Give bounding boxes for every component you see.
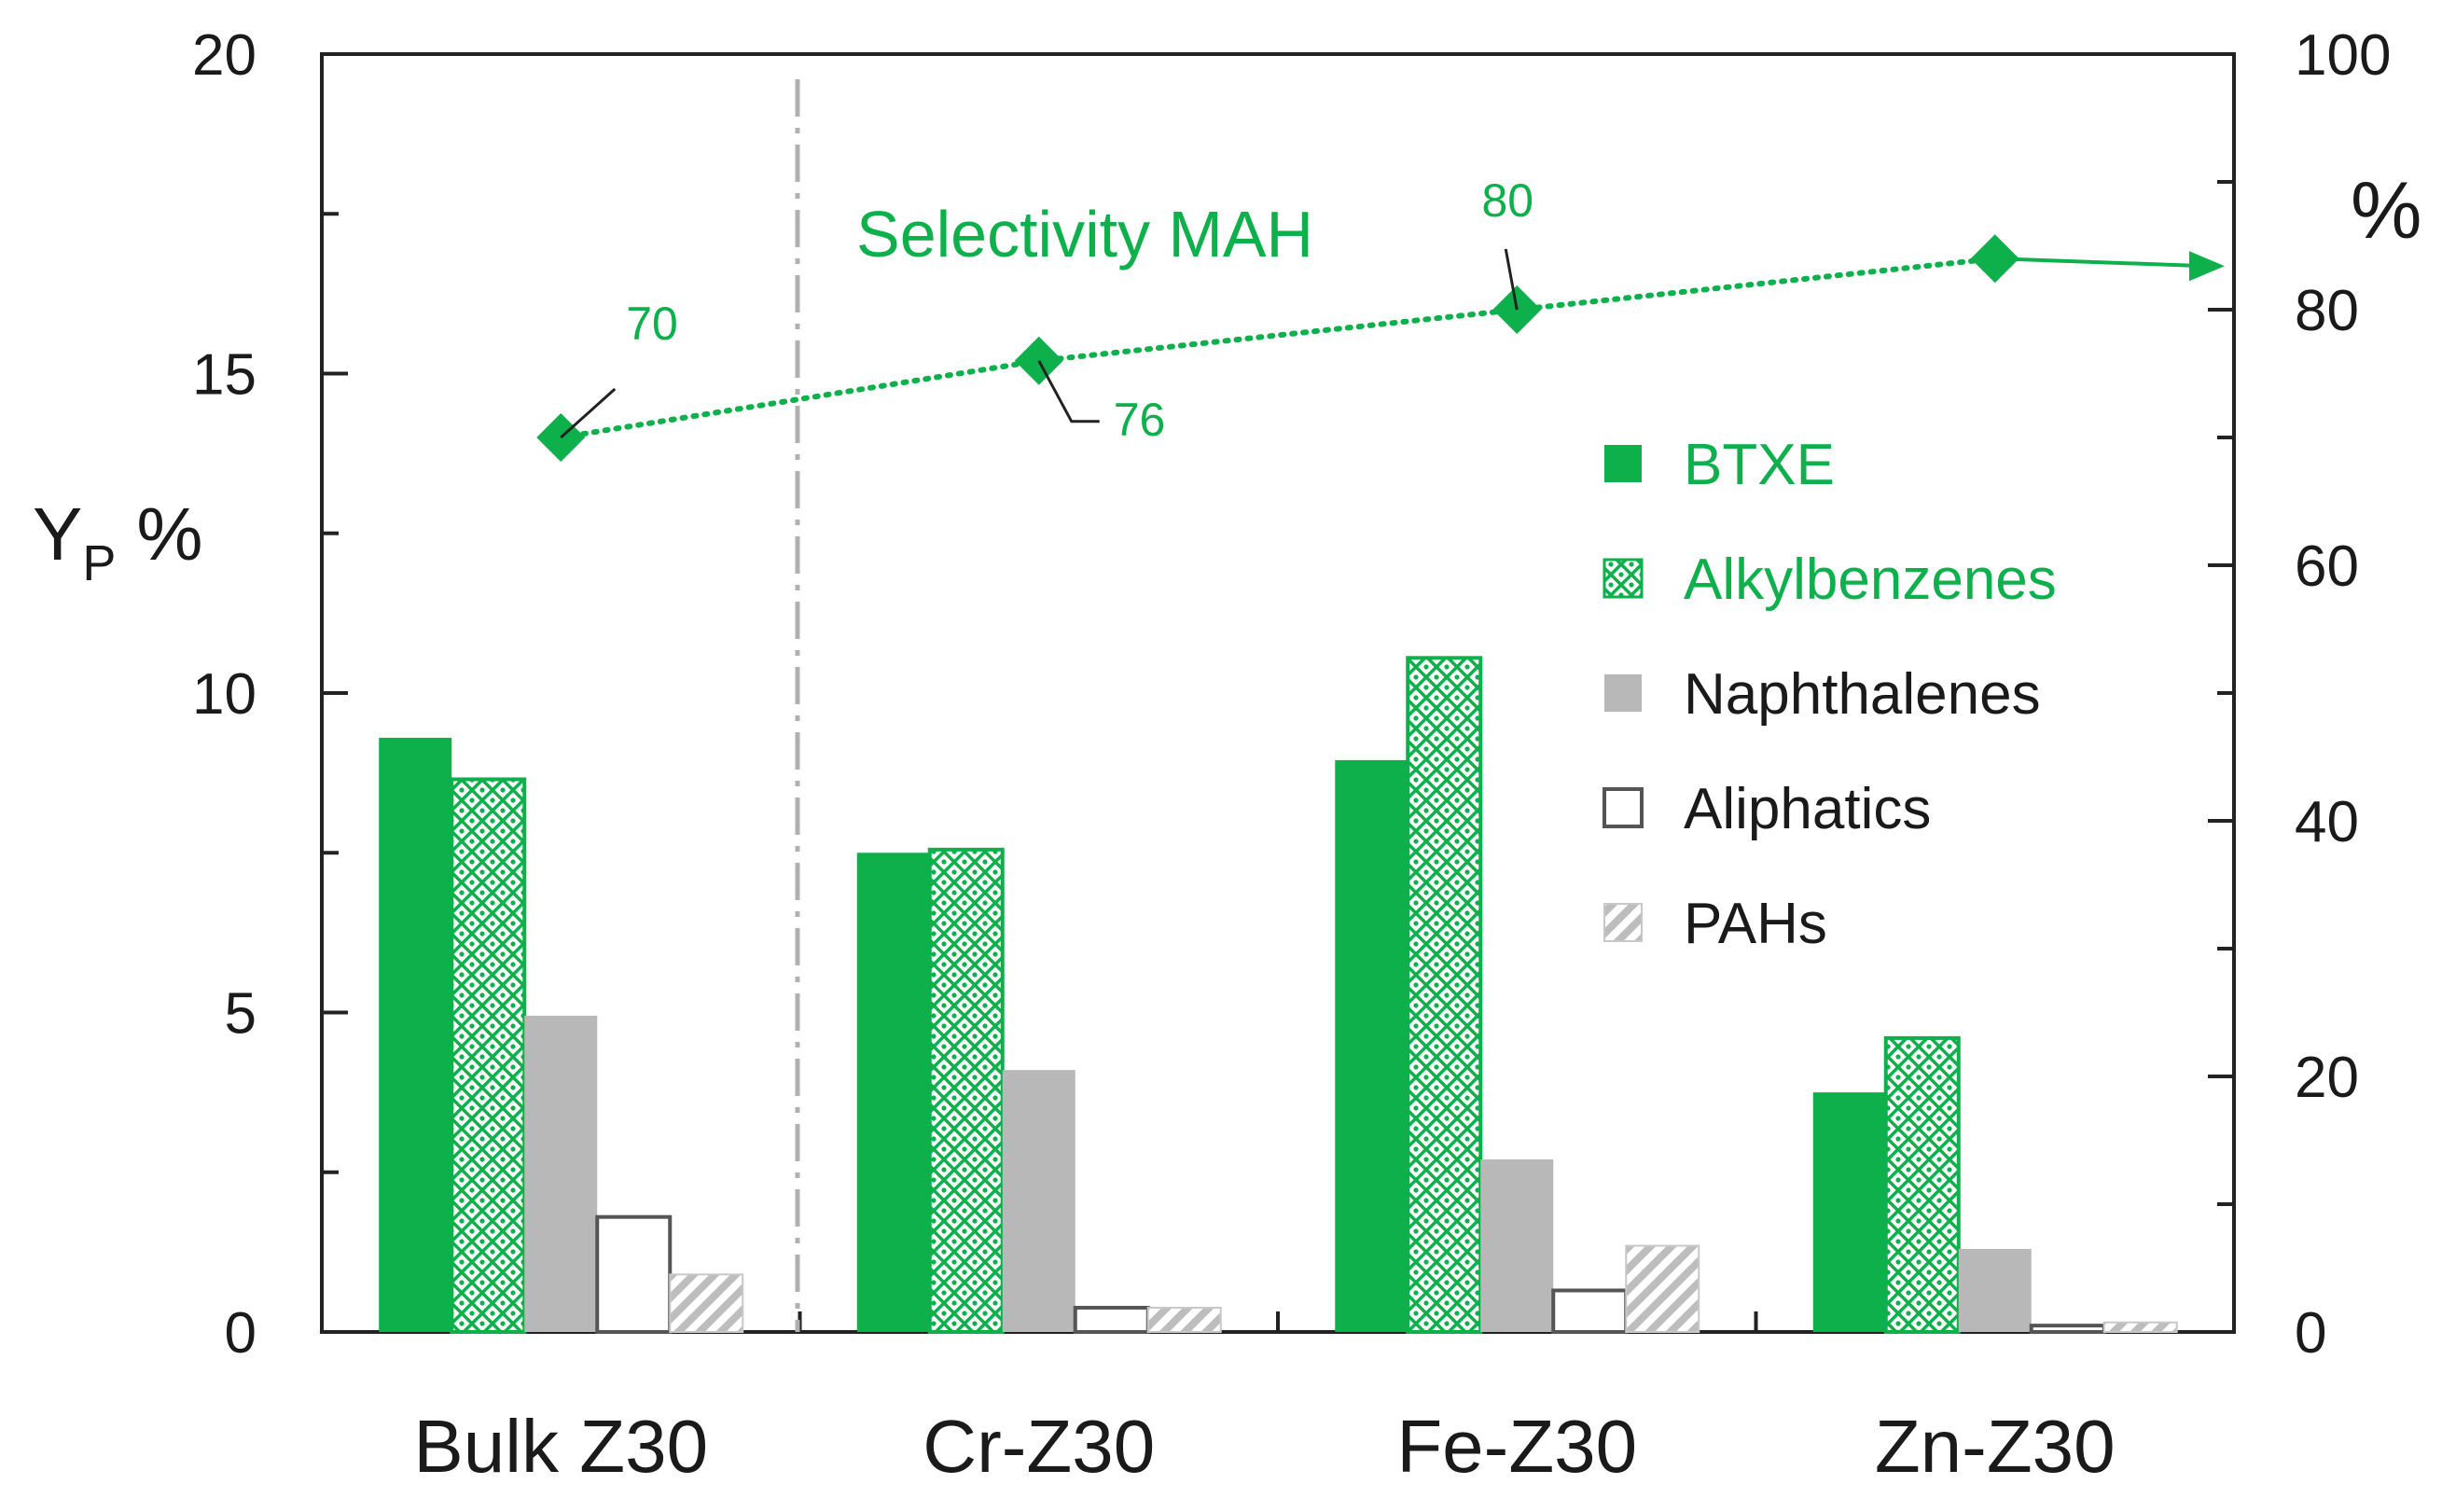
legend-swatch-naphthalenes xyxy=(1604,674,1642,712)
left-axis-title-unit: % xyxy=(136,492,202,576)
legend-swatch-alkylbenzenes xyxy=(1603,558,1644,599)
right-axis: 0 20 40 60 80 100 xyxy=(2208,23,2391,1366)
legend-swatch-pahs xyxy=(1603,903,1643,942)
legend-label-btxe: BTXE xyxy=(1684,433,1835,497)
selectivity-arrow-head xyxy=(2189,251,2225,282)
bar-pahs-cr-z30 xyxy=(1146,1306,1222,1333)
selectivity-leader xyxy=(560,387,617,439)
left-axis-title-main: Y xyxy=(33,492,82,576)
legend-swatch-btxe xyxy=(1604,445,1642,482)
selectivity-data-label: 76 xyxy=(1114,394,1166,446)
bar-aliphatics-fe-z30 xyxy=(1551,1288,1629,1334)
bar-naphthalenes-bulk-z30 xyxy=(524,1015,598,1332)
selectivity-series: 70 76 80 xyxy=(536,174,2225,462)
left-tick-label: 15 xyxy=(192,343,257,408)
x-axis: Bulk Z30 Cr-Z30 Fe-Z30 Zn-Z30 xyxy=(413,1311,2116,1488)
bar-alkylbenzenes-bulk-z30 xyxy=(450,777,527,1334)
selectivity-data-label: 80 xyxy=(1481,174,1533,227)
bar-pahs-zn-z30 xyxy=(2102,1321,2178,1333)
bar-alkylbenzenes-fe-z30 xyxy=(1406,656,1483,1334)
bar-naphthalenes-cr-z30 xyxy=(1002,1070,1075,1332)
legend-swatch-aliphatics xyxy=(1603,787,1644,828)
right-tick-label: 80 xyxy=(2295,279,2359,343)
selectivity-data-label: 70 xyxy=(626,298,678,350)
bar-pahs-fe-z30 xyxy=(1625,1244,1700,1334)
legend: BTXE Alkylbenzenes Naphthalenes Aliphatics P… xyxy=(1603,433,2057,956)
bar-btxe-cr-z30 xyxy=(856,853,930,1332)
bar-pahs-bulk-z30 xyxy=(669,1273,744,1333)
bar-alkylbenzenes-cr-z30 xyxy=(927,847,1005,1334)
bar-aliphatics-zn-z30 xyxy=(2029,1324,2106,1335)
selectivity-title: Selectivity MAH xyxy=(856,198,1313,270)
right-tick-label: 0 xyxy=(2295,1301,2326,1366)
left-axis-title: YP% xyxy=(33,492,203,591)
bar-btxe-zn-z30 xyxy=(1812,1092,1886,1332)
bar-btxe-fe-z30 xyxy=(1335,759,1408,1332)
selectivity-leader xyxy=(1037,360,1100,423)
left-tick-label: 5 xyxy=(225,982,257,1047)
right-tick-label: 40 xyxy=(2295,790,2359,854)
left-tick-label: 20 xyxy=(192,23,257,88)
category-label: Zn-Z30 xyxy=(1875,1405,2116,1488)
bar-aliphatics-cr-z30 xyxy=(1073,1305,1150,1334)
category-label: Fe-Z30 xyxy=(1396,1405,1637,1488)
right-tick-label: 20 xyxy=(2295,1046,2359,1110)
bar-aliphatics-bulk-z30 xyxy=(595,1214,673,1334)
category-label: Cr-Z30 xyxy=(923,1405,1155,1488)
left-axis-title-sub: P xyxy=(82,535,116,591)
legend-label-aliphatics: Aliphatics xyxy=(1684,777,1931,841)
legend-label-pahs: PAHs xyxy=(1684,892,1827,956)
selectivity-line xyxy=(558,256,1998,440)
left-tick-label: 0 xyxy=(225,1301,257,1366)
right-tick-label: 60 xyxy=(2295,534,2359,599)
selectivity-leader xyxy=(1504,248,1519,311)
bar-naphthalenes-fe-z30 xyxy=(1480,1159,1554,1332)
bars xyxy=(379,656,2178,1335)
legend-label-naphthalenes: Naphthalenes xyxy=(1684,662,2041,727)
selectivity-arrow-line xyxy=(1994,257,2207,269)
right-tick-label: 100 xyxy=(2295,23,2391,88)
bar-alkylbenzenes-zn-z30 xyxy=(1883,1035,1961,1335)
left-axis: 0 5 10 15 20 xyxy=(192,23,348,1366)
left-tick-label: 10 xyxy=(192,662,257,727)
category-label: Bulk Z30 xyxy=(413,1405,708,1488)
legend-label-alkylbenzenes: Alkylbenzenes xyxy=(1684,548,2057,612)
bar-naphthalenes-zn-z30 xyxy=(1958,1248,2032,1332)
right-axis-title: % xyxy=(2351,166,2421,256)
bar-btxe-bulk-z30 xyxy=(379,737,452,1332)
selectivity-marker xyxy=(1970,234,2019,284)
